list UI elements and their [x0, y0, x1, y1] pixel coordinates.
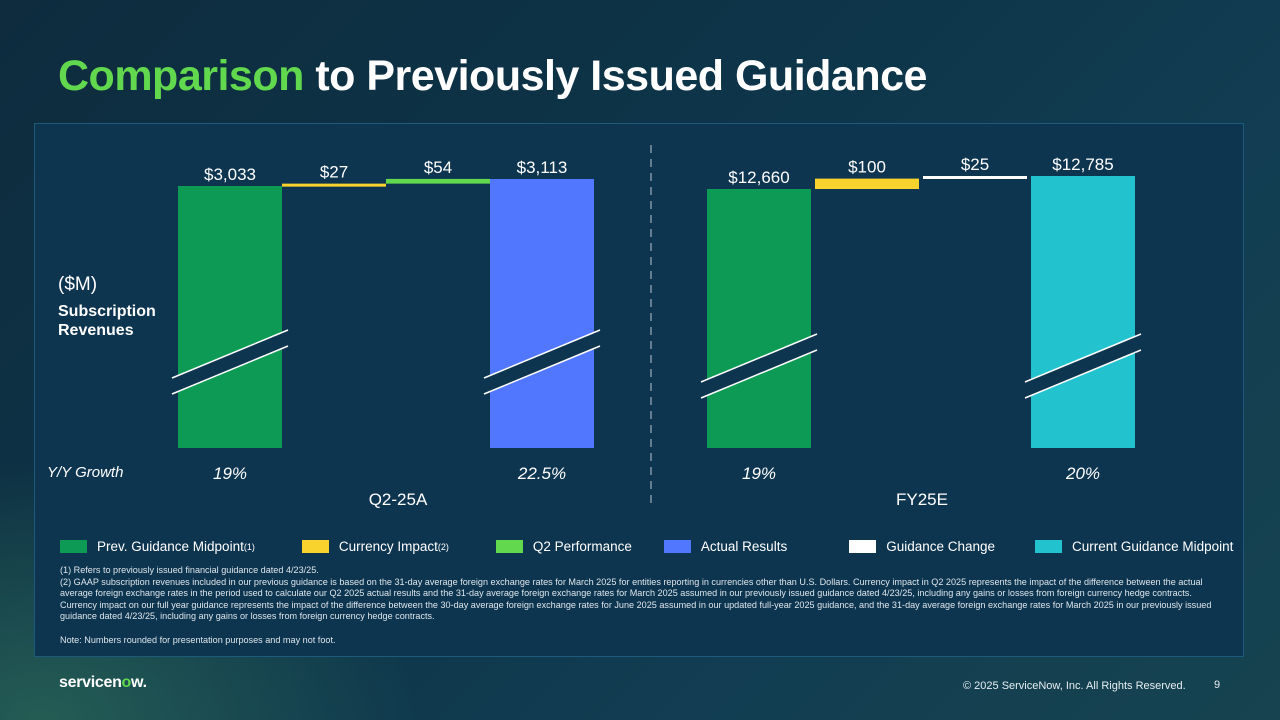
legend-swatch [495, 540, 523, 553]
legend-label: Current Guidance Midpoint [1072, 539, 1234, 554]
page-number: 9 [1214, 679, 1221, 691]
legend-item: Currency Impact (2) [301, 539, 449, 554]
bar-fy25e-3 [1031, 176, 1135, 448]
data-label: $27 [320, 163, 348, 182]
bar-fy25e-2 [923, 176, 1027, 179]
data-label: $12,660 [728, 168, 789, 187]
legend-label: Prev. Guidance Midpoint [97, 539, 244, 554]
axis-break-line [700, 349, 818, 399]
bar-q2-25a-3 [490, 179, 594, 448]
axis-break-line [171, 345, 289, 395]
axis-break-line [1024, 349, 1142, 399]
copyright: © 2025 ServiceNow, Inc. All Rights Reser… [963, 680, 1186, 692]
bar-q2-25a-0 [178, 186, 282, 448]
growth-row-label: Y/Y Growth [47, 464, 123, 481]
footnote-2: (2) GAAP subscription revenues included … [60, 576, 1212, 622]
axis-break-band [1025, 334, 1141, 398]
legend-item: Current Guidance Midpoint [1035, 539, 1233, 554]
bar-q2-25a-1 [282, 183, 386, 187]
footnotes: (1) Refers to previously issued financia… [60, 565, 1230, 646]
y-axis-title-line2: Revenues [58, 322, 134, 339]
axis-break-line [1024, 333, 1142, 383]
axis-break-line [483, 329, 601, 379]
axis-break-line [483, 345, 601, 395]
data-label: $54 [424, 158, 452, 177]
legend-label: Currency Impact [338, 539, 438, 554]
bar-q2-25a-2 [386, 178, 490, 184]
legend-label: Actual Results [700, 539, 788, 554]
title-rest: to Previously Issued Guidance [315, 52, 927, 100]
chart-legend: Prev. Guidance Midpoint (1) Currency Impac… [60, 539, 1233, 554]
logo-text-start: servicen [59, 674, 122, 691]
category-label: FY25E [896, 490, 948, 509]
legend-swatch [301, 540, 329, 553]
axis-break-band [701, 334, 817, 398]
servicenow-logo: servicenow. [59, 674, 147, 692]
data-label: $25 [961, 155, 989, 174]
legend-footnote-ref: (1) [243, 541, 255, 552]
bar-fy25e-1 [815, 178, 919, 189]
growth-value: 22.5% [517, 464, 566, 483]
legend-item: Prev. Guidance Midpoint (1) [60, 539, 255, 554]
legend-swatch [60, 540, 87, 553]
y-axis-unit: ($M) [58, 274, 98, 295]
title-accent: Comparison [58, 52, 304, 100]
growth-value: 19% [213, 464, 247, 483]
growth-value: 20% [1065, 464, 1100, 483]
y-axis-title-line1: Subscription [58, 303, 156, 320]
legend-swatch [849, 540, 877, 553]
legend-swatch [663, 540, 691, 553]
footnote-note: Note: Numbers rounded for presentation p… [60, 634, 336, 645]
legend-footnote-ref: (2) [437, 541, 449, 552]
legend-item: Q2 Performance [495, 539, 632, 554]
axis-break-line [171, 329, 289, 379]
legend-item: Guidance Change [849, 539, 995, 554]
logo-text-o: o [121, 674, 132, 691]
data-label: $3,033 [204, 165, 256, 184]
axis-break-band [484, 330, 600, 394]
footnote-1: (1) Refers to previously issued financia… [60, 565, 319, 575]
legend-item: Actual Results [663, 539, 788, 554]
axis-break-line [700, 333, 818, 383]
legend-label: Guidance Change [886, 539, 996, 554]
axis-break-band [172, 330, 288, 394]
category-label: Q2-25A [369, 490, 428, 509]
data-label: $12,785 [1052, 155, 1113, 174]
data-label: $100 [848, 158, 886, 177]
growth-value: 19% [742, 464, 776, 483]
bar-fy25e-0 [707, 189, 811, 448]
logo-text-end: w. [131, 674, 147, 691]
legend-swatch [1035, 540, 1063, 553]
page-title: Comparison to Previously Issued Guidance [58, 52, 927, 101]
y-axis-title: Subscription Revenues [58, 302, 156, 340]
legend-label: Q2 Performance [532, 539, 632, 554]
data-label: $3,113 [517, 158, 568, 177]
